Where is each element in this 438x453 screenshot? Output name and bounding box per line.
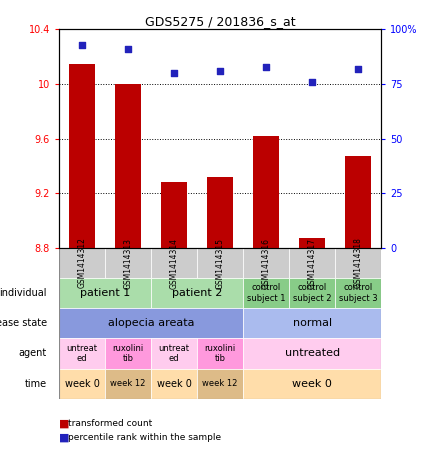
Bar (243, 308, 381, 338)
Bar (105, 338, 151, 368)
Text: GSM1414316: GSM1414316 (261, 237, 271, 289)
Text: patient 2: patient 2 (172, 288, 223, 298)
Text: alopecia areata: alopecia areata (108, 318, 194, 328)
Point (170, 69, 178, 77)
Text: ruxolini
tib: ruxolini tib (113, 344, 144, 363)
Bar (289, 278, 335, 308)
Text: GSM1414318: GSM1414318 (353, 237, 363, 289)
Bar (59, 368, 105, 399)
Text: untreat
ed: untreat ed (67, 344, 98, 363)
Bar (243, 278, 289, 308)
Text: normal: normal (293, 318, 332, 328)
Bar (151, 278, 243, 308)
Bar (105, 248, 151, 278)
Text: untreated: untreated (285, 348, 339, 358)
Bar (300, 238, 325, 248)
Text: GSM1414313: GSM1414313 (124, 237, 133, 289)
Text: control
subject 3: control subject 3 (339, 284, 378, 303)
Text: control
subject 1: control subject 1 (247, 284, 285, 303)
Bar (197, 248, 243, 278)
Bar (116, 84, 141, 248)
Text: GSM1414315: GSM1414315 (215, 237, 225, 289)
Bar (197, 368, 243, 399)
Bar (59, 338, 105, 368)
Bar (335, 278, 381, 308)
Text: patient 1: patient 1 (80, 288, 130, 298)
Title: GDS5275 / 201836_s_at: GDS5275 / 201836_s_at (145, 15, 295, 28)
Bar (243, 368, 381, 399)
Bar (105, 368, 151, 399)
Bar (243, 248, 289, 278)
Point (79, 41, 86, 48)
Text: week 0: week 0 (65, 379, 99, 389)
Text: GSM1414314: GSM1414314 (170, 237, 179, 289)
Point (124, 45, 131, 53)
Bar (151, 338, 197, 368)
Text: ■: ■ (59, 432, 70, 442)
Text: transformed count: transformed count (68, 419, 152, 428)
Bar (151, 368, 197, 399)
Text: ■: ■ (59, 419, 70, 429)
Bar (151, 248, 197, 278)
Bar (254, 136, 279, 248)
Point (262, 63, 269, 70)
Text: percentile rank within the sample: percentile rank within the sample (68, 433, 221, 442)
Text: week 12: week 12 (110, 379, 146, 388)
Bar (208, 177, 233, 248)
Text: disease state: disease state (0, 318, 47, 328)
Bar (335, 248, 381, 278)
Text: GSM1414317: GSM1414317 (307, 237, 317, 289)
Bar (162, 183, 187, 248)
Bar (243, 338, 381, 368)
Bar (289, 248, 335, 278)
Bar (346, 156, 371, 248)
Point (308, 78, 315, 86)
Text: untreat
ed: untreat ed (159, 344, 190, 363)
Bar (59, 308, 243, 338)
Bar (59, 278, 151, 308)
Text: week 0: week 0 (292, 379, 332, 389)
Bar (197, 338, 243, 368)
Text: individual: individual (0, 288, 47, 298)
Bar (70, 63, 95, 248)
Text: agent: agent (18, 348, 47, 358)
Bar (59, 248, 105, 278)
Point (216, 67, 223, 75)
Point (354, 65, 361, 72)
Text: time: time (25, 379, 47, 389)
Text: GSM1414312: GSM1414312 (78, 237, 87, 289)
Text: ruxolini
tib: ruxolini tib (205, 344, 236, 363)
Text: week 0: week 0 (157, 379, 191, 389)
Text: control
subject 2: control subject 2 (293, 284, 331, 303)
Text: week 12: week 12 (202, 379, 238, 388)
